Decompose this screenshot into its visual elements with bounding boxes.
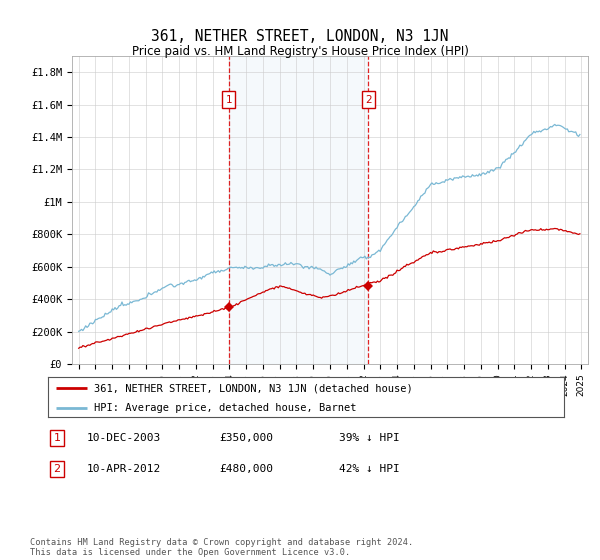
Text: 361, NETHER STREET, LONDON, N3 1JN (detached house): 361, NETHER STREET, LONDON, N3 1JN (deta…	[94, 383, 413, 393]
Text: 1: 1	[53, 433, 61, 443]
Text: £480,000: £480,000	[219, 464, 273, 474]
Text: Contains HM Land Registry data © Crown copyright and database right 2024.
This d: Contains HM Land Registry data © Crown c…	[30, 538, 413, 557]
Text: 10-DEC-2003: 10-DEC-2003	[87, 433, 161, 443]
Text: £350,000: £350,000	[219, 433, 273, 443]
Text: 42% ↓ HPI: 42% ↓ HPI	[339, 464, 400, 474]
Text: 2: 2	[53, 464, 61, 474]
Text: 1: 1	[226, 95, 232, 105]
Text: 2: 2	[365, 95, 371, 105]
Text: 10-APR-2012: 10-APR-2012	[87, 464, 161, 474]
Text: HPI: Average price, detached house, Barnet: HPI: Average price, detached house, Barn…	[94, 403, 357, 413]
Text: 39% ↓ HPI: 39% ↓ HPI	[339, 433, 400, 443]
Text: 361, NETHER STREET, LONDON, N3 1JN: 361, NETHER STREET, LONDON, N3 1JN	[151, 29, 449, 44]
Text: Price paid vs. HM Land Registry's House Price Index (HPI): Price paid vs. HM Land Registry's House …	[131, 45, 469, 58]
Bar	[229, 56, 368, 364]
